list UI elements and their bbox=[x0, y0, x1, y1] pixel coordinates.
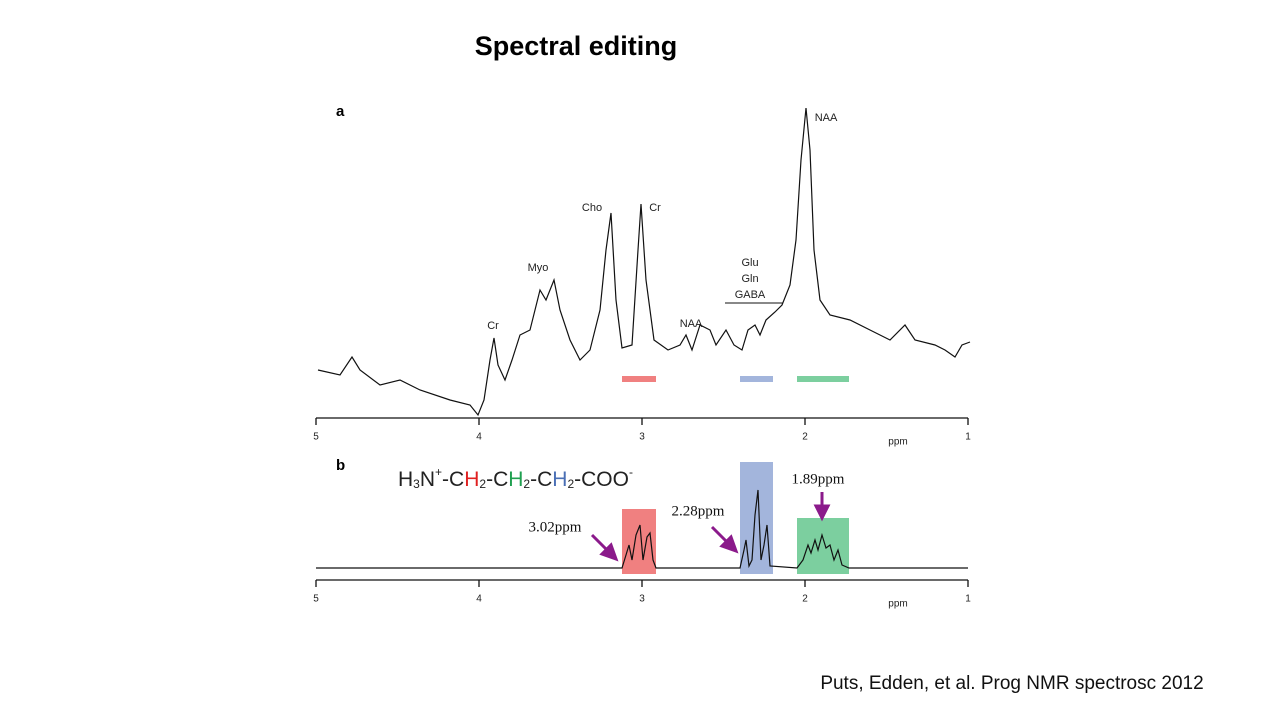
peak-label: Glu bbox=[741, 257, 758, 269]
peak-label: Gln bbox=[741, 273, 758, 285]
band-blue bbox=[740, 376, 773, 382]
x-tick-label: 1 bbox=[965, 432, 971, 443]
x-tick-label: 4 bbox=[476, 594, 482, 605]
arrows bbox=[590, 492, 831, 562]
region-green bbox=[797, 518, 849, 574]
panel-label: b bbox=[336, 457, 345, 474]
x-tick-label: 3 bbox=[639, 594, 645, 605]
x-tick-label: 2 bbox=[802, 594, 808, 605]
peak-label: GABA bbox=[735, 289, 766, 301]
peak-label: Myo bbox=[528, 262, 549, 274]
x-axis-label: ppm bbox=[888, 599, 907, 610]
region-blue bbox=[740, 462, 773, 574]
x-tick-label: 2 bbox=[802, 432, 808, 443]
x-tick-label: 1 bbox=[965, 594, 971, 605]
slide-title: Spectral editing bbox=[475, 31, 678, 61]
formula: H3N+-CH2-CH2-CH2-COO- bbox=[398, 465, 633, 491]
annotation: 2.28ppm bbox=[672, 503, 725, 519]
peak-label: Cr bbox=[487, 320, 499, 332]
panel-label: a bbox=[336, 103, 345, 120]
peak-label: Cr bbox=[649, 202, 661, 214]
band-green bbox=[797, 376, 849, 382]
x-tick-label: 3 bbox=[639, 432, 645, 443]
x-tick-label: 5 bbox=[313, 432, 319, 443]
x-tick-label: 4 bbox=[476, 432, 482, 443]
peak-label: NAA bbox=[815, 112, 838, 124]
peak-label: NAA bbox=[680, 318, 703, 330]
x-axis-label: ppm bbox=[888, 437, 907, 448]
peak-label: Cho bbox=[582, 202, 602, 214]
spectrum-a bbox=[317, 107, 971, 417]
citation: Puts, Edden, et al. Prog NMR spectrosc 2… bbox=[820, 673, 1203, 694]
spectrum-b bbox=[316, 489, 968, 569]
annotation: 3.02ppm bbox=[529, 519, 582, 535]
annotation: 1.89ppm bbox=[792, 471, 845, 487]
x-tick-label: 5 bbox=[313, 594, 319, 605]
region-red bbox=[622, 509, 656, 574]
band-red bbox=[622, 376, 656, 382]
